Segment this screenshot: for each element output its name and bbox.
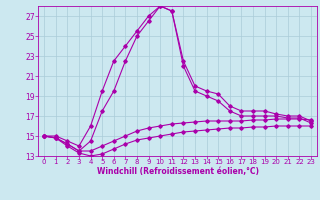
X-axis label: Windchill (Refroidissement éolien,°C): Windchill (Refroidissement éolien,°C) (97, 167, 259, 176)
